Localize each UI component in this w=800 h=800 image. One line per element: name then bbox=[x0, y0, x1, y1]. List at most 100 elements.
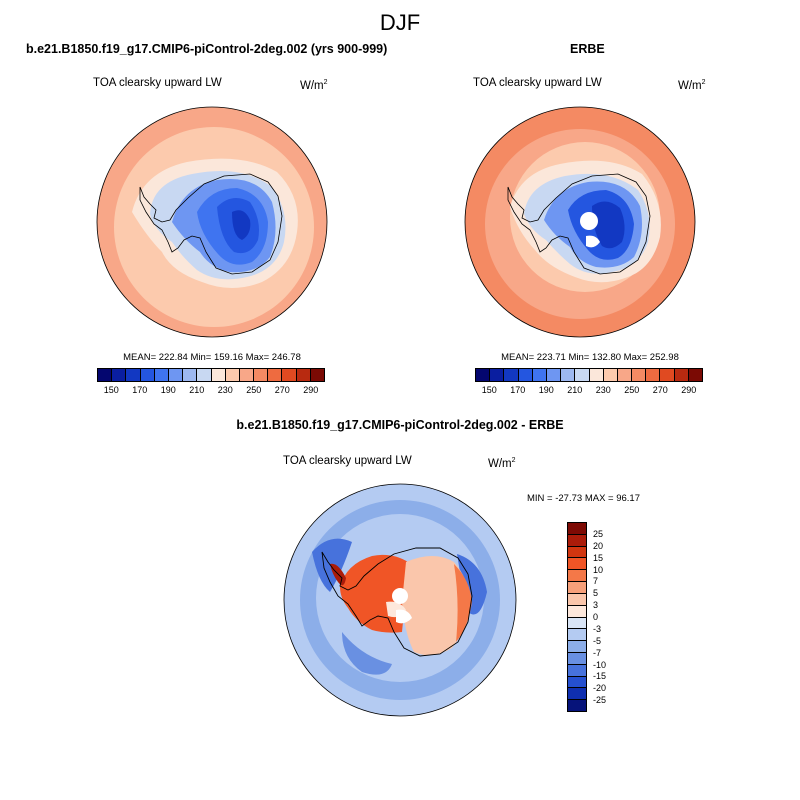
panel3-colorbar-tick-label: -3 bbox=[593, 623, 602, 634]
panel1-colorbar bbox=[97, 368, 325, 382]
panel1-colorbar-swatch bbox=[254, 369, 269, 381]
panel3-colorbar-swatch bbox=[568, 605, 586, 618]
panel3-colorbar-swatch bbox=[568, 534, 586, 547]
panel3-missing-pole bbox=[392, 588, 408, 604]
panel2-missing-pole bbox=[580, 212, 598, 230]
panel3-colorbar-swatch bbox=[568, 617, 586, 630]
panel2-colorbar-swatch bbox=[688, 369, 702, 381]
panel2-colorbar-swatch bbox=[632, 369, 647, 381]
panel3-colorbar-swatch bbox=[568, 676, 586, 689]
panel1-colorbar-swatch bbox=[296, 369, 311, 381]
panel3-colorbar-ticks: 25 20 15 10 7 5 3 0 -3 -5 -7 -10 -15 -20 -25 bbox=[593, 522, 623, 712]
panel2-colorbar-swatch bbox=[518, 369, 533, 381]
panel2-colorbar-swatch bbox=[504, 369, 519, 381]
panel3-polar-map bbox=[283, 483, 517, 717]
panel1-polar-map bbox=[96, 106, 328, 338]
panel2-units-label: W/m2 bbox=[678, 79, 706, 92]
panel1-colorbar-swatch bbox=[225, 369, 240, 381]
panel1-band-dome bbox=[232, 210, 251, 240]
panel2-colorbar-swatch bbox=[660, 369, 675, 381]
panel3-colorbar-tick-label: 7 bbox=[593, 576, 599, 587]
panel3-colorbar-tick-label: 3 bbox=[593, 600, 599, 611]
panel2-stats: MEAN= 223.71 Min= 132.80 Max= 252.98 bbox=[501, 352, 679, 363]
panel2-variable-label: TOA clearsky upward LW bbox=[473, 77, 602, 89]
panel1-colorbar-swatch bbox=[126, 369, 141, 381]
panel2-colorbar-swatch bbox=[490, 369, 505, 381]
panel1-colorbar-tick-label: 290 bbox=[303, 385, 319, 395]
panel3-colorbar-tick-label: -10 bbox=[593, 659, 607, 670]
panel3-colorbar-swatch bbox=[568, 570, 586, 583]
panel2-colorbar-swatch bbox=[674, 369, 689, 381]
panel1-colorbar-swatch bbox=[154, 369, 169, 381]
panel3-colorbar-swatch bbox=[568, 641, 586, 653]
panel2-colorbar-swatch bbox=[617, 369, 633, 381]
panel1-colorbar-swatch bbox=[183, 369, 198, 381]
panel2-colorbar-swatch bbox=[532, 369, 547, 381]
panel3-colorbar-swatch bbox=[568, 558, 586, 571]
panel3-colorbar-swatch bbox=[568, 523, 586, 535]
panel1-colorbar-swatch bbox=[282, 369, 297, 381]
panel1-colorbar-tick-label: 210 bbox=[189, 385, 205, 395]
panel1-colorbar-swatch bbox=[168, 369, 184, 381]
panel1-colorbar-swatch bbox=[239, 369, 255, 381]
panel3-colorbar-tick-label: 5 bbox=[593, 588, 599, 599]
panel3-colorbar-swatch bbox=[568, 700, 586, 711]
panel2-coastline bbox=[507, 173, 651, 275]
panel1-colorbar-tick-label: 170 bbox=[132, 385, 148, 395]
panel1-colorbar-tick-label: 150 bbox=[103, 385, 119, 395]
panel1-colorbar-ticks: 150 170 190 210 230 250 270 290 bbox=[97, 385, 325, 397]
panel1-title: b.e21.B1850.f19_g17.CMIP6-piControl-2deg… bbox=[26, 42, 388, 56]
panel3-colorbar-tick-label: 15 bbox=[593, 552, 604, 563]
panel1-coastline bbox=[139, 173, 283, 275]
panel2-colorbar-tick-label: 190 bbox=[538, 385, 554, 395]
panel3-colorbar bbox=[567, 522, 587, 712]
panel3-band-east-edge bbox=[454, 564, 472, 642]
panel3-title: b.e21.B1850.f19_g17.CMIP6-piControl-2deg… bbox=[236, 418, 564, 432]
panel1-stats: MEAN= 222.84 Min= 159.16 Max= 246.78 bbox=[123, 352, 301, 363]
panel1-colorbar-swatch bbox=[112, 369, 127, 381]
panel3-colorbar-swatch bbox=[568, 546, 586, 559]
panel3-colorbar-swatch bbox=[568, 664, 586, 677]
panel2-missing-shelf bbox=[586, 235, 600, 248]
panel2-band-plateau-high bbox=[592, 201, 625, 249]
panel2-colorbar-swatch bbox=[561, 369, 576, 381]
panel1-colorbar-tick-label: 270 bbox=[274, 385, 290, 395]
panel3-colorbar-tick-label: 0 bbox=[593, 612, 599, 622]
panel2-colorbar-tick-label: 230 bbox=[595, 385, 611, 395]
panel2-colorbar bbox=[475, 368, 703, 382]
panel3-colorbar-tick-label: 10 bbox=[593, 564, 604, 575]
panel3-colorbar-tick-label: 20 bbox=[593, 540, 604, 551]
panel2-colorbar-swatch bbox=[546, 369, 562, 381]
panel1-colorbar-tick-label: 190 bbox=[160, 385, 176, 395]
panel3-colorbar-tick-label: -7 bbox=[593, 647, 602, 658]
panel3-colorbar-tick-label: -25 bbox=[593, 695, 607, 706]
panel2-colorbar-swatch bbox=[575, 369, 590, 381]
panel3-units-label: W/m2 bbox=[488, 457, 516, 470]
panel3-band-negative-south bbox=[342, 632, 392, 675]
panel3-band-continent-east bbox=[402, 556, 470, 656]
panel2-colorbar-swatch bbox=[646, 369, 661, 381]
panel3-colorbar-tick-label: 25 bbox=[593, 528, 604, 539]
panel3-colorbar-swatch bbox=[568, 582, 586, 594]
panel1-colorbar-swatch bbox=[211, 369, 226, 381]
season-title: DJF bbox=[379, 10, 421, 35]
panel2-colorbar-tick-label: 250 bbox=[624, 385, 640, 395]
panel2-colorbar-tick-label: 290 bbox=[681, 385, 697, 395]
panel3-colorbar-swatch bbox=[568, 688, 586, 701]
panel1-colorbar-swatch bbox=[140, 369, 155, 381]
panel2-title: ERBE bbox=[570, 42, 605, 56]
panel1-colorbar-tick-label: 250 bbox=[246, 385, 262, 395]
panel3-stats: MIN = -27.73 MAX = 96.17 bbox=[527, 493, 641, 504]
panel2-polar-map bbox=[464, 106, 696, 338]
panel3-missing-shelf bbox=[396, 609, 412, 624]
panel2-colorbar-swatch bbox=[476, 369, 491, 381]
panel2-colorbar-tick-label: 270 bbox=[652, 385, 668, 395]
panel3-coastline bbox=[321, 547, 473, 657]
panel1-colorbar-swatch bbox=[310, 369, 324, 381]
panel2-colorbar-tick-label: 150 bbox=[481, 385, 497, 395]
panel2-colorbar-ticks: 150 170 190 210 230 250 270 290 bbox=[475, 385, 703, 397]
panel2-colorbar-swatch bbox=[603, 369, 618, 381]
panel2-colorbar-tick-label: 210 bbox=[567, 385, 583, 395]
panel1-colorbar-swatch bbox=[197, 369, 212, 381]
panel3-colorbar-tick-label: -5 bbox=[593, 635, 602, 646]
